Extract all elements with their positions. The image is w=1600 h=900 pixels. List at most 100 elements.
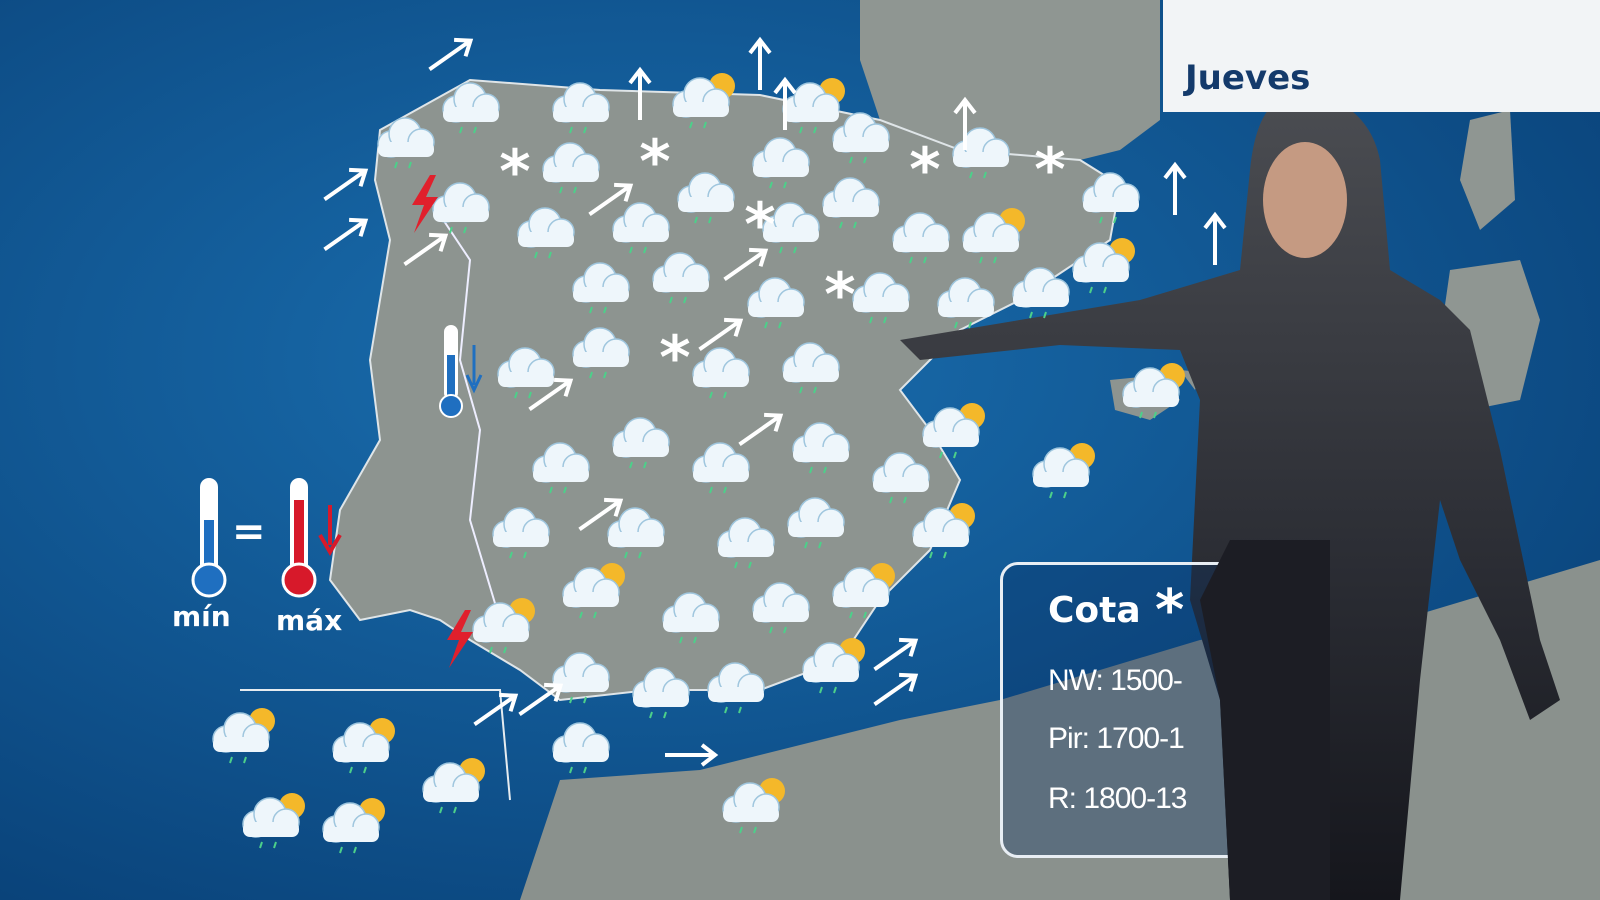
cloud-rain-icon — [572, 262, 630, 314]
cloud-rain-icon — [532, 442, 590, 494]
snowflake-icon: * — [909, 135, 940, 205]
snow-level-title: Cota — [1048, 590, 1141, 631]
wind-arrow-icon — [1203, 211, 1227, 265]
sun-cloud-icon — [672, 73, 735, 129]
sun-cloud-icon — [1032, 443, 1095, 499]
wind-arrow-icon — [953, 96, 977, 150]
sun-cloud-icon — [922, 403, 985, 459]
snowflake-icon: * — [1155, 578, 1185, 643]
sun-cloud-icon — [832, 563, 895, 619]
cloud-rain-icon — [892, 212, 950, 264]
cloud-rain-icon — [692, 442, 750, 494]
cloud-rain-icon — [552, 722, 610, 774]
cloud-rain-icon — [952, 127, 1010, 179]
wind-arrow-icon — [528, 377, 574, 411]
cloud-rain-icon — [707, 662, 765, 714]
snowflake-icon: * — [744, 190, 775, 260]
cloud-rain-icon — [852, 272, 910, 324]
cloud-rain-icon — [652, 252, 710, 304]
snowflake-icon: * — [659, 323, 690, 393]
cloud-rain-icon — [787, 497, 845, 549]
cloud-rain-icon — [517, 207, 575, 259]
snow-level-nw: NW: 1500- — [1048, 664, 1183, 697]
wind-arrow-icon — [773, 76, 797, 130]
sun-cloud-icon — [212, 708, 275, 764]
cloud-rain-icon — [782, 342, 840, 394]
cloud-rain-icon — [572, 327, 630, 379]
wind-arrow-icon — [403, 232, 449, 266]
wind-arrow-icon — [665, 743, 719, 767]
wind-arrow-icon — [873, 672, 919, 706]
wind-arrow-icon — [873, 637, 919, 671]
cloud-rain-icon — [1012, 267, 1070, 319]
sun-cloud-icon — [1072, 238, 1135, 294]
snowflake-icon: * — [1034, 135, 1065, 205]
min-label: mín — [172, 600, 231, 633]
cloud-rain-icon — [677, 172, 735, 224]
lightning-icon — [447, 610, 473, 668]
snowflake-icon: * — [824, 260, 855, 330]
cloud-rain-icon — [692, 347, 750, 399]
wind-arrow-icon — [473, 692, 519, 726]
sun-cloud-icon — [422, 758, 485, 814]
snowflake-icon: * — [639, 127, 670, 197]
cloud-rain-icon — [542, 142, 600, 194]
wind-arrow-icon — [578, 497, 624, 531]
cloud-rain-icon — [832, 112, 890, 164]
cloud-rain-icon — [377, 117, 435, 169]
max-label: máx — [276, 604, 343, 637]
cloud-rain-icon — [607, 507, 665, 559]
snow-level-pir: Pir: 1700-1 — [1048, 722, 1185, 755]
wind-arrow-icon — [738, 412, 784, 446]
cloud-rain-icon — [632, 667, 690, 719]
lightning-icon — [412, 175, 438, 233]
sun-cloud-icon — [242, 793, 305, 849]
sun-cloud-icon — [722, 778, 785, 834]
presenter — [900, 94, 1560, 900]
snowflake-icon: * — [499, 137, 530, 207]
wind-arrow-icon — [428, 37, 474, 71]
cloud-rain-icon — [552, 82, 610, 134]
cloud-rain-icon — [792, 422, 850, 474]
sun-cloud-icon — [962, 208, 1025, 264]
wind-arrow-icon — [588, 182, 634, 216]
cloud-rain-icon — [432, 182, 490, 234]
cloud-rain-icon — [762, 202, 820, 254]
cloud-rain-icon — [442, 82, 500, 134]
cloud-rain-icon — [492, 507, 550, 559]
sun-cloud-icon — [782, 78, 845, 134]
wind-arrow-icon — [1163, 161, 1187, 215]
wind-arrow-icon — [748, 36, 772, 90]
wind-arrow-icon — [698, 317, 744, 351]
thermometer-min-icon: = — [191, 478, 266, 598]
svg-text:=: = — [232, 509, 266, 555]
wind-arrow-icon — [723, 247, 769, 281]
portugal-border — [429, 199, 501, 621]
corsica-land — [1460, 110, 1515, 230]
canary-inset-border — [240, 689, 511, 801]
sun-cloud-icon — [332, 718, 395, 774]
cloud-rain-icon — [747, 277, 805, 329]
cloud-rain-icon — [1082, 172, 1140, 224]
cloud-rain-icon — [752, 137, 810, 189]
wind-arrow-icon — [323, 167, 369, 201]
day-label: Jueves — [1185, 58, 1311, 98]
cloud-rain-icon — [822, 177, 880, 229]
sun-cloud-icon — [912, 503, 975, 559]
thermometer-max-icon — [281, 478, 342, 598]
wind-arrow-icon — [518, 682, 564, 716]
cloud-rain-icon — [612, 417, 670, 469]
sun-cloud-icon — [1122, 363, 1185, 419]
wind-arrow-icon — [323, 217, 369, 251]
thermometer-inland-icon — [439, 325, 483, 418]
snow-level-r: R: 1800-13 — [1048, 782, 1187, 815]
cloud-rain-icon — [662, 592, 720, 644]
wind-arrow-icon — [628, 66, 652, 120]
cloud-rain-icon — [937, 277, 995, 329]
cloud-rain-icon — [872, 452, 930, 504]
sun-cloud-icon — [472, 598, 535, 654]
sun-cloud-icon — [322, 798, 385, 854]
